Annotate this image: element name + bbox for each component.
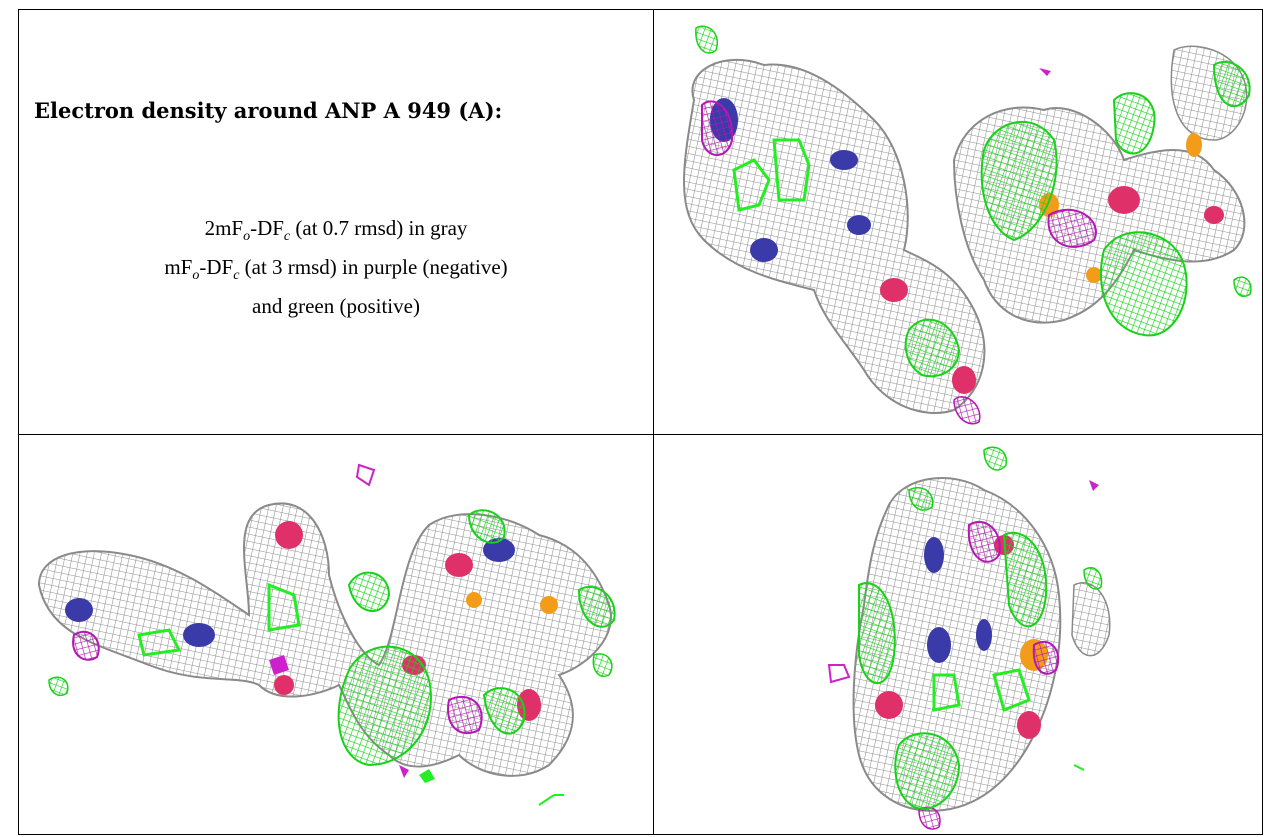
legend-text: mF [164,255,193,280]
figure-table: Electron density around ANP A 949 (A): 2… [18,9,1263,835]
figure-title: Electron density around ANP A 949 (A): [34,98,503,123]
legend-subscript: o [192,268,200,284]
positive-difference-density [695,25,1252,378]
negative-difference-density [701,68,1097,425]
legend-line-3: and green (positive) [252,294,420,319]
legend-text: 2mF [204,216,244,240]
density-render-bottom-left [37,463,616,806]
legend-subscript: c [283,229,291,245]
column-divider [653,9,654,835]
negative-difference-density [72,463,483,778]
density-render-top-right [683,25,1252,425]
legend-text: -DF [199,255,234,280]
positive-difference-density [48,509,616,806]
view-bottom-left [19,435,653,834]
view-bottom-right [654,435,1262,834]
gray-density-mesh [683,45,1248,415]
view-top-right [654,10,1262,434]
legend-text: -DF [250,216,284,240]
negative-difference-density [827,480,1099,830]
table-border [18,9,1263,835]
density-render-bottom-right [827,446,1111,830]
legend-subscript: c [233,268,240,284]
legend-line-1: 2mFo-DFc (at 0.7 rmsd) in gray [19,213,653,252]
figure-legend: 2mFo-DFc (at 0.7 rmsd) in gray mFo-DFc (… [19,213,653,321]
legend-text: (at 0.7 rmsd) in gray [290,216,468,240]
legend-text: (at 3 rmsd) in purple (negative) [239,255,508,280]
row-divider-left [18,434,658,435]
legend-subscript: o [243,229,251,245]
legend-line-2: mFo-DFc (at 3 rmsd) in purple (negative) [19,252,653,291]
caption-cell: Electron density around ANP A 949 (A): 2… [19,10,653,434]
positive-difference-density [858,446,1103,810]
row-divider-right [645,434,1263,435]
gray-density-mesh [37,502,612,777]
